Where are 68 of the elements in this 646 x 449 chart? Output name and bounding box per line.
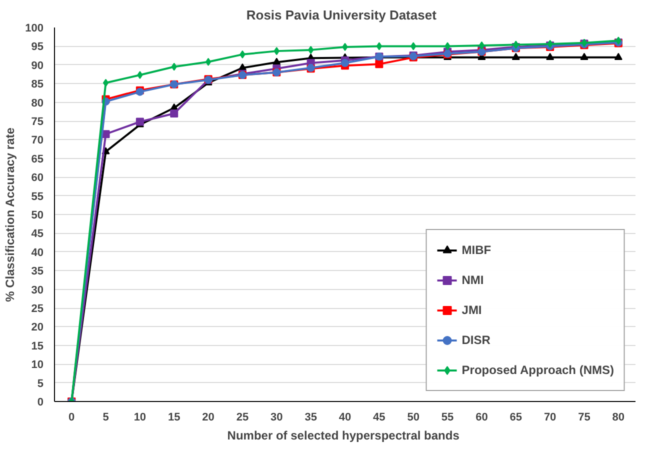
- point: [580, 52, 588, 60]
- y-tick-label: 40: [31, 246, 44, 259]
- point: [102, 78, 109, 87]
- legend-label: JMI: [462, 303, 482, 317]
- x-axis-title: Number of selected hyperspectral bands: [227, 428, 460, 442]
- point: [240, 50, 246, 58]
- legend-label: NMI: [462, 273, 484, 287]
- point: [478, 41, 485, 50]
- x-tick-label: 70: [544, 412, 556, 424]
- x-tick-label: 45: [373, 412, 386, 424]
- point: [342, 42, 348, 51]
- y-tick-label: 10: [31, 359, 44, 372]
- y-tick-label: 50: [31, 210, 44, 222]
- y-tick-label: 25: [31, 303, 44, 315]
- x-tick-label: 30: [270, 412, 283, 424]
- point: [546, 52, 554, 60]
- y-tick-label: 80: [31, 97, 44, 110]
- x-tick-label: 60: [476, 412, 488, 424]
- x-tick-label: 50: [407, 412, 420, 424]
- x-tick-label: 65: [510, 412, 522, 424]
- x-tick-label: 0: [68, 412, 75, 424]
- y-tick-label: 85: [31, 78, 44, 91]
- point: [136, 118, 144, 126]
- y-tick-label: 0: [37, 396, 44, 408]
- y-tick-label: 35: [31, 266, 44, 278]
- y-tick-label: 95: [31, 41, 44, 54]
- point: [376, 42, 382, 50]
- legend-label: DISR: [462, 333, 490, 347]
- point: [341, 59, 349, 68]
- point: [205, 58, 212, 66]
- y-tick-label: 90: [31, 60, 44, 72]
- x-tick-label: 55: [441, 412, 454, 424]
- point: [614, 52, 622, 60]
- y-tick-label: 60: [31, 172, 44, 184]
- x-tick-label: 20: [202, 412, 214, 424]
- point: [137, 71, 143, 79]
- legend-label: Proposed Approach (NMS): [462, 363, 614, 377]
- point: [375, 60, 384, 68]
- x-tick-label: 25: [236, 412, 249, 424]
- x-tick-label: 40: [338, 412, 352, 424]
- y-tick-label: 65: [31, 153, 44, 166]
- y-axis-title: % Classification Accuracy rate: [3, 127, 18, 302]
- point: [444, 42, 450, 50]
- legend-label: MIBF: [462, 243, 492, 257]
- x-tick-label: 5: [102, 412, 109, 424]
- y-tick-label: 55: [31, 190, 44, 203]
- y-tick-label: 15: [31, 340, 44, 352]
- point: [171, 62, 177, 71]
- point: [410, 42, 416, 50]
- point: [170, 110, 178, 118]
- y-tick-label: 30: [31, 284, 44, 296]
- point: [512, 52, 520, 60]
- y-tick-label: 20: [31, 322, 44, 334]
- y-tick-label: 45: [31, 228, 44, 240]
- x-tick-label: 75: [578, 412, 590, 424]
- x-tick-label: 10: [134, 412, 146, 424]
- chart-title: Rosis Pavia University Dataset: [246, 8, 438, 22]
- x-tick-label: 35: [304, 412, 317, 424]
- point: [274, 47, 280, 56]
- point: [238, 63, 246, 70]
- x-tick-label: 80: [612, 412, 625, 424]
- point: [272, 58, 281, 65]
- y-tick-label: 100: [25, 22, 44, 34]
- y-tick-label: 70: [31, 134, 44, 147]
- point: [308, 46, 314, 54]
- x-tick-label: 15: [168, 412, 180, 424]
- y-tick-label: 5: [37, 378, 44, 390]
- y-tick-label: 75: [31, 116, 44, 128]
